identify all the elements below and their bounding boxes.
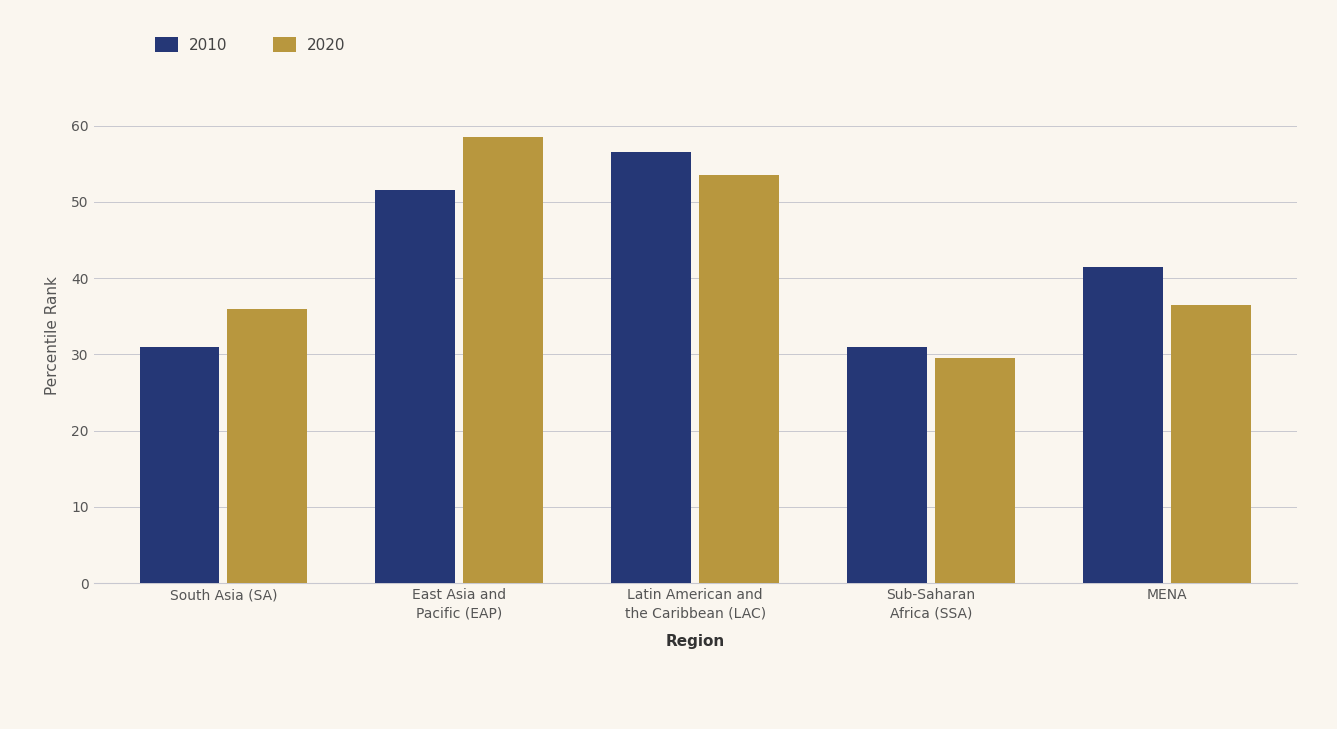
Bar — [139, 347, 219, 583]
Bar — [935, 358, 1015, 583]
Bar — [848, 347, 927, 583]
Bar — [227, 308, 308, 583]
X-axis label: Region: Region — [666, 634, 725, 650]
Bar — [1083, 267, 1163, 583]
Bar — [699, 175, 779, 583]
Y-axis label: Percentile Rank: Percentile Rank — [45, 276, 60, 395]
Legend: 2010, 2020: 2010, 2020 — [150, 31, 352, 59]
Bar — [464, 137, 543, 583]
Bar — [611, 152, 691, 583]
Bar — [376, 190, 456, 583]
Bar — [1171, 305, 1251, 583]
